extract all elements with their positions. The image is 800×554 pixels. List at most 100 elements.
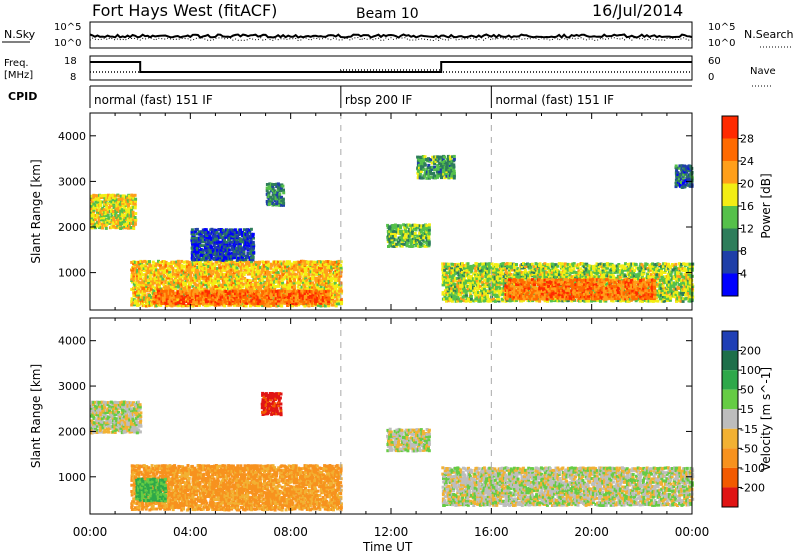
power-cell bbox=[257, 299, 261, 303]
power-cell bbox=[547, 270, 551, 274]
power-cell bbox=[277, 260, 281, 264]
power-cell bbox=[246, 266, 250, 270]
power-cell bbox=[235, 248, 239, 252]
power-cell bbox=[531, 268, 535, 272]
power-cell bbox=[285, 298, 289, 301]
power-cell bbox=[114, 212, 118, 216]
power-cell bbox=[441, 265, 445, 269]
power-cell bbox=[310, 295, 314, 299]
power-cell bbox=[99, 196, 103, 199]
power-cell bbox=[305, 295, 309, 299]
power-cell bbox=[441, 262, 445, 266]
power-cell bbox=[335, 293, 339, 297]
power-cell bbox=[314, 302, 317, 306]
power-cell bbox=[427, 236, 431, 240]
power-cell bbox=[145, 289, 149, 293]
power-cell bbox=[137, 293, 141, 297]
power-cell bbox=[112, 206, 116, 210]
power-cell bbox=[452, 284, 456, 288]
power-cell bbox=[162, 272, 166, 276]
power-cell bbox=[293, 279, 296, 283]
power-cell bbox=[272, 183, 276, 186]
power-cell bbox=[445, 157, 449, 161]
power-cell bbox=[254, 278, 258, 282]
power-cell bbox=[262, 282, 266, 286]
power-cell bbox=[201, 230, 205, 234]
power-cell bbox=[323, 266, 327, 270]
power-cell bbox=[275, 182, 279, 186]
power-cell bbox=[300, 299, 304, 303]
power-cell bbox=[199, 234, 203, 238]
power-cell bbox=[119, 197, 123, 201]
power-cell bbox=[173, 283, 177, 287]
power-cell bbox=[193, 276, 197, 280]
power-cell bbox=[209, 276, 213, 280]
power-cell bbox=[493, 277, 497, 281]
power-cell bbox=[233, 228, 237, 232]
power-cell bbox=[115, 218, 119, 221]
power-cell bbox=[133, 202, 137, 206]
power-cell bbox=[275, 304, 279, 308]
power-cell bbox=[283, 283, 287, 287]
power-cell bbox=[199, 248, 203, 251]
power-cell bbox=[239, 276, 243, 280]
power-cell bbox=[260, 285, 264, 288]
power-cell bbox=[192, 233, 196, 236]
power-cell bbox=[167, 283, 171, 287]
power-cell bbox=[148, 272, 152, 276]
power-cell bbox=[327, 262, 331, 266]
power-cell bbox=[330, 287, 334, 291]
power-cell bbox=[446, 262, 450, 266]
power-cell bbox=[491, 287, 495, 291]
power-cell bbox=[539, 288, 543, 292]
power-cell bbox=[472, 291, 476, 295]
power-cell bbox=[119, 209, 123, 213]
power-cell bbox=[228, 254, 232, 258]
power-cell bbox=[214, 292, 217, 295]
power-cell bbox=[119, 218, 123, 222]
power-cell bbox=[481, 266, 485, 270]
power-cell bbox=[301, 293, 305, 297]
power-cell bbox=[128, 194, 131, 198]
power-cell bbox=[147, 283, 151, 287]
power-cell bbox=[306, 301, 310, 305]
power-cell bbox=[107, 193, 110, 197]
power-cell bbox=[195, 285, 199, 289]
power-cell bbox=[425, 236, 429, 240]
power-cell bbox=[240, 289, 244, 293]
power-cell bbox=[330, 291, 334, 295]
power-cell bbox=[268, 182, 272, 186]
power-cell bbox=[177, 281, 181, 285]
power-cell bbox=[226, 254, 230, 258]
power-cell bbox=[455, 277, 459, 280]
power-cell bbox=[459, 275, 463, 278]
power-cell bbox=[278, 260, 282, 264]
power-cell bbox=[217, 256, 221, 260]
power-cell bbox=[214, 301, 218, 305]
power-cell bbox=[308, 283, 312, 287]
power-cell bbox=[456, 271, 460, 275]
power-cell bbox=[488, 262, 492, 266]
power-cell bbox=[246, 243, 250, 247]
power-cell bbox=[231, 289, 235, 293]
power-cell bbox=[438, 166, 442, 169]
power-cell bbox=[541, 275, 545, 278]
power-cell bbox=[301, 280, 305, 284]
power-cell bbox=[253, 302, 257, 306]
power-cell bbox=[237, 256, 240, 260]
power-cell bbox=[491, 268, 495, 272]
power-cell bbox=[216, 238, 220, 242]
power-cell bbox=[425, 228, 429, 232]
power-cell bbox=[182, 304, 186, 308]
power-cell bbox=[218, 297, 222, 301]
power-cell bbox=[413, 236, 417, 240]
power-cell bbox=[149, 287, 153, 291]
power-cell bbox=[105, 204, 109, 208]
power-cell bbox=[425, 230, 429, 234]
power-cell bbox=[192, 267, 196, 270]
power-cell bbox=[288, 293, 292, 297]
power-cell bbox=[313, 271, 317, 275]
power-cell bbox=[213, 238, 217, 242]
power-cell bbox=[239, 228, 243, 232]
power-cell bbox=[255, 272, 259, 276]
